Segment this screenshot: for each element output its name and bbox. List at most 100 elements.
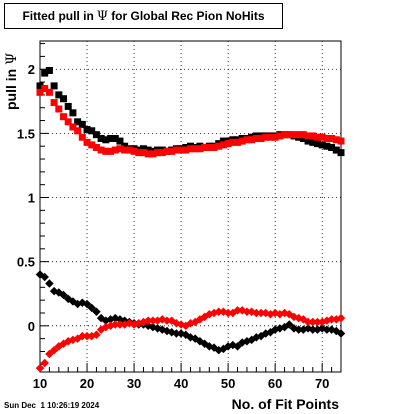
data-point (219, 137, 227, 145)
data-point (83, 126, 91, 134)
data-point (281, 131, 289, 139)
data-point (45, 349, 54, 359)
data-point (233, 342, 242, 351)
data-point (271, 133, 279, 141)
data-point (224, 140, 232, 148)
data-point (78, 120, 86, 128)
data-point (229, 138, 237, 146)
data-point (313, 133, 321, 141)
data-point (295, 131, 303, 139)
data-point (74, 127, 82, 135)
data-point (191, 145, 199, 153)
data-point (299, 131, 307, 139)
data-point (215, 142, 223, 150)
data-point (323, 135, 331, 143)
data-point (299, 135, 307, 143)
data-point (88, 141, 96, 149)
data-point (304, 137, 312, 145)
data-point (322, 325, 332, 334)
chart-title-symbol: Ψ (96, 8, 109, 24)
data-point (107, 147, 115, 155)
data-point (78, 133, 86, 141)
data-point (92, 307, 101, 316)
x-tick-label: 60 (268, 376, 282, 391)
data-point (172, 329, 181, 338)
data-point (308, 325, 318, 334)
data-point (294, 325, 303, 334)
datestamp: Sun Dec 1 10:26:19 2024 (4, 401, 100, 410)
data-point (168, 147, 176, 155)
data-point (238, 137, 246, 145)
x-tick-label: 40 (174, 376, 188, 391)
data-point (149, 150, 157, 158)
data-point (328, 135, 336, 143)
data-point (49, 345, 59, 355)
data-point (40, 272, 49, 282)
data-point (97, 146, 105, 154)
data-point (45, 67, 53, 75)
data-point (144, 150, 152, 158)
data-point (111, 320, 120, 329)
data-point (115, 320, 125, 329)
data-point (214, 307, 223, 316)
data-point (303, 317, 313, 327)
data-point (234, 138, 242, 146)
y-tick-label: 0.5 (17, 255, 35, 270)
data-point (172, 146, 180, 154)
data-point (257, 135, 265, 143)
data-point (243, 136, 251, 144)
data-point (187, 145, 194, 153)
data-point (290, 131, 298, 139)
x-tick-label: 20 (80, 376, 94, 391)
data-point (285, 131, 293, 139)
data-point (144, 146, 152, 154)
data-point (336, 313, 346, 323)
data-point (50, 82, 58, 90)
data-point (182, 146, 190, 154)
data-point (45, 279, 54, 288)
data-point (177, 146, 185, 154)
data-point (256, 308, 266, 318)
data-point (41, 84, 49, 92)
y-axis-label: pull in Ψ (3, 53, 20, 110)
data-point (35, 363, 45, 373)
data-point (337, 149, 345, 157)
data-point (82, 299, 92, 309)
data-point (304, 132, 312, 140)
data-point (337, 137, 345, 145)
data-point (59, 290, 68, 300)
data-point (309, 132, 317, 140)
data-point (139, 145, 147, 153)
data-point (135, 149, 143, 157)
data-point (50, 99, 58, 107)
data-point (162, 316, 172, 325)
data-point (318, 133, 326, 141)
data-point (327, 315, 336, 324)
data-point (313, 140, 321, 148)
data-point (97, 135, 105, 143)
data-point (309, 138, 317, 146)
data-point (262, 133, 270, 141)
data-point (60, 113, 68, 121)
data-point (276, 132, 284, 140)
data-point (92, 143, 100, 151)
data-point (336, 329, 346, 338)
data-point (121, 142, 129, 150)
data-point (323, 142, 331, 150)
y-tick-label: 2 (28, 62, 35, 77)
data-point (139, 149, 147, 157)
data-point (205, 143, 213, 151)
data-point (111, 135, 119, 143)
data-point (332, 146, 340, 154)
y-axis-label-symbol: Ψ (4, 52, 20, 65)
x-tick-label: 30 (127, 376, 141, 391)
data-point (55, 105, 63, 113)
data-point (252, 135, 260, 143)
data-point (125, 146, 133, 154)
data-point (318, 141, 326, 149)
data-point (313, 317, 322, 327)
data-point (36, 88, 44, 96)
data-point (116, 145, 124, 153)
